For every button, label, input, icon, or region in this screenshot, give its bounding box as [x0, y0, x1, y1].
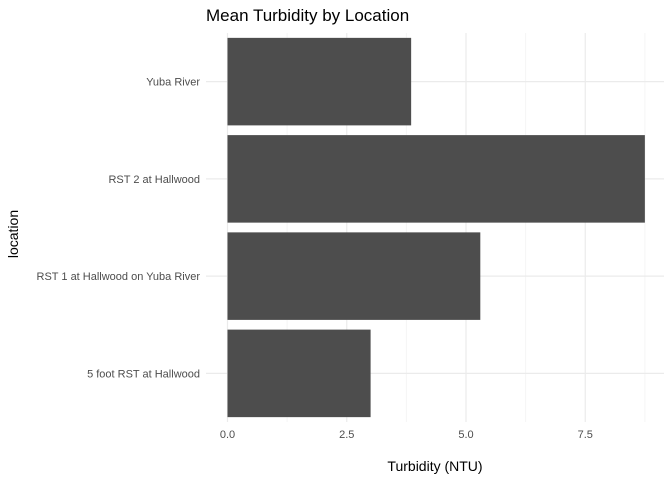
bar [227, 329, 371, 418]
y-tick-label: Yuba River [146, 77, 200, 89]
x-tick-label: 2.5 [339, 429, 354, 441]
y-tick-labels: 5 foot RST at Hallwood RST 1 at Hallwood … [37, 77, 201, 381]
y-tick-label: RST 1 at Hallwood on Yuba River [37, 271, 201, 283]
x-tick-label: 7.5 [578, 429, 593, 441]
bar [227, 37, 412, 126]
y-tick-label: RST 2 at Hallwood [108, 174, 200, 186]
x-axis-title: Turbidity (NTU) [387, 458, 482, 474]
y-axis-title: location [5, 210, 21, 258]
y-tick-label: 5 foot RST at Hallwood [87, 368, 200, 380]
chart-title: Mean Turbidity by Location [206, 6, 409, 25]
bars [227, 37, 645, 418]
x-tick-label: 0.0 [220, 429, 235, 441]
bar [227, 135, 645, 223]
x-tick-label: 5.0 [458, 429, 473, 441]
x-tick-labels: 0.0 2.5 5.0 7.5 [220, 429, 593, 441]
bar [227, 232, 481, 320]
